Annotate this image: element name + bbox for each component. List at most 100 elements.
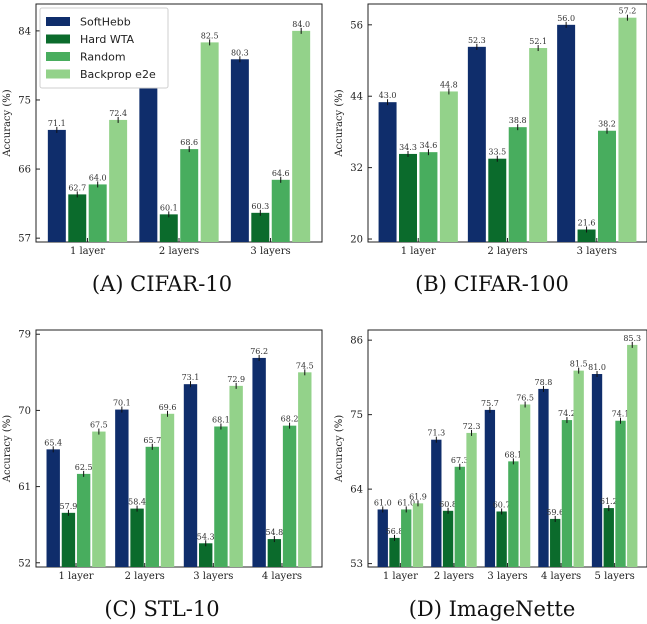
data-label-a: 71.1: [48, 119, 66, 128]
bar-d-softhebb: [538, 388, 549, 567]
data-label-b: 44.8: [440, 80, 458, 89]
bar-b-hard-wta: [399, 153, 417, 242]
y-tick-label-a: 84: [18, 26, 31, 37]
x-tick-label-a: 3 layers: [250, 246, 290, 257]
data-label-c: 76.2: [250, 347, 268, 356]
bar-a-backprop-e2e: [109, 119, 128, 242]
y-tick-label-a: 66: [18, 165, 31, 176]
data-label-d: 71.3: [427, 429, 445, 438]
x-tick-label-b: 2 layers: [487, 246, 527, 257]
legend-swatch-backprop-e2e: [46, 69, 70, 79]
bar-d-softhebb: [591, 374, 603, 567]
data-label-a: 60.1: [160, 203, 178, 212]
bar-b-hard-wta: [488, 158, 507, 242]
data-label-d: 61.0: [374, 498, 392, 507]
data-label-c: 54.3: [197, 532, 215, 541]
bar-d-random: [454, 466, 465, 567]
bar-a-backprop-e2e: [292, 30, 311, 242]
bar-a-hard-wta: [159, 214, 178, 242]
data-label-d: 59.6: [546, 508, 564, 517]
bar-a-hard-wta: [68, 194, 87, 242]
bar-d-random: [561, 420, 573, 567]
caption-c: (C) STL-10: [104, 597, 220, 621]
data-label-d: 56.8: [386, 527, 404, 536]
bar-c-random: [76, 473, 91, 567]
data-label-d: 76.5: [516, 393, 534, 402]
y-tick-label-d: 64: [350, 485, 363, 496]
bar-a-softhebb: [139, 79, 158, 242]
data-label-a: 64.6: [272, 169, 290, 178]
x-tick-label-c: 2 layers: [125, 571, 165, 582]
x-tick-label-c: 4 layers: [262, 571, 302, 582]
data-label-a: 60.3: [251, 202, 269, 211]
data-label-b: 34.6: [420, 141, 438, 150]
x-tick-label-d: 1 layer: [383, 571, 418, 582]
bar-d-backprop-e2e: [573, 370, 584, 567]
data-label-d: 74.2: [558, 409, 576, 418]
bar-c-softhebb: [183, 384, 198, 567]
bar-c-hard-wta: [61, 512, 76, 567]
y-tick-label-b: 20: [350, 235, 363, 246]
bar-b-softhebb: [557, 24, 576, 243]
bar-d-backprop-e2e: [627, 344, 638, 567]
data-label-c: 69.6: [159, 403, 177, 412]
bar-c-hard-wta: [199, 543, 213, 567]
bar-c-backprop-e2e: [92, 431, 106, 567]
bar-d-hard-wta: [603, 508, 614, 567]
legend-label: Hard WTA: [80, 33, 135, 46]
bar-c-softhebb: [115, 409, 129, 567]
y-tick-label-a: 57: [18, 234, 31, 245]
y-tick-label-c: 70: [18, 406, 31, 417]
bar-a-backprop-e2e: [200, 42, 219, 242]
y-tick-label-b: 44: [350, 92, 363, 103]
data-label-d: 72.3: [463, 422, 481, 431]
data-label-a: 82.5: [201, 31, 219, 40]
bar-b-backprop-e2e: [529, 48, 548, 242]
bar-b-hard-wta: [577, 229, 596, 242]
bar-d-random: [401, 509, 412, 567]
x-tick-label-c: 3 layers: [193, 571, 233, 582]
bar-c-hard-wta: [267, 539, 282, 567]
data-label-b: 34.3: [399, 143, 417, 152]
bar-b-random: [508, 127, 527, 242]
y-tick-label-b: 32: [350, 163, 363, 174]
y-tick-label-a: 75: [18, 95, 31, 106]
data-label-d: 61.2: [600, 497, 618, 506]
data-label-c: 68.1: [212, 415, 230, 424]
data-label-c: 65.4: [44, 438, 62, 447]
data-label-c: 65.7: [143, 436, 161, 445]
data-label-d: 60.7: [493, 500, 511, 509]
bar-c-hard-wta: [130, 508, 144, 567]
x-tick-label-a: 2 layers: [159, 246, 199, 257]
y-tick-label-d: 75: [350, 410, 363, 421]
bar-c-backprop-e2e: [229, 385, 243, 567]
data-label-a: 80.3: [231, 48, 249, 57]
x-tick-label-d: 4 layers: [541, 571, 581, 582]
bar-d-softhebb: [431, 439, 442, 567]
data-label-c: 72.9: [227, 375, 245, 384]
y-axis-label-a: Accuracy (%): [2, 89, 13, 157]
bar-b-softhebb: [378, 102, 397, 242]
legend-label: Backprop e2e: [80, 68, 156, 81]
bar-d-backprop-e2e: [519, 404, 531, 567]
y-tick-label-c: 52: [18, 558, 31, 569]
bar-d-backprop-e2e: [466, 432, 477, 567]
y-tick-label-d: 86: [350, 336, 363, 347]
legend-box: [39, 7, 169, 89]
data-label-c: 74.5: [296, 361, 314, 370]
data-label-c: 57.9: [60, 502, 78, 511]
data-label-c: 73.1: [182, 373, 200, 382]
bar-a-softhebb: [230, 59, 249, 242]
bar-a-random: [180, 149, 199, 242]
bar-d-hard-wta: [389, 537, 400, 567]
bar-c-random: [214, 426, 228, 567]
x-tick-label-d: 2 layers: [434, 571, 474, 582]
data-label-c: 58.4: [128, 498, 146, 507]
x-tick-label-a: 1 layer: [70, 246, 105, 257]
legend-label: SoftHebb: [80, 16, 131, 29]
data-label-c: 54.8: [265, 528, 283, 537]
x-tick-label-d: 5 layers: [595, 571, 635, 582]
data-label-d: 75.7: [481, 399, 499, 408]
bar-c-softhebb: [46, 449, 60, 567]
